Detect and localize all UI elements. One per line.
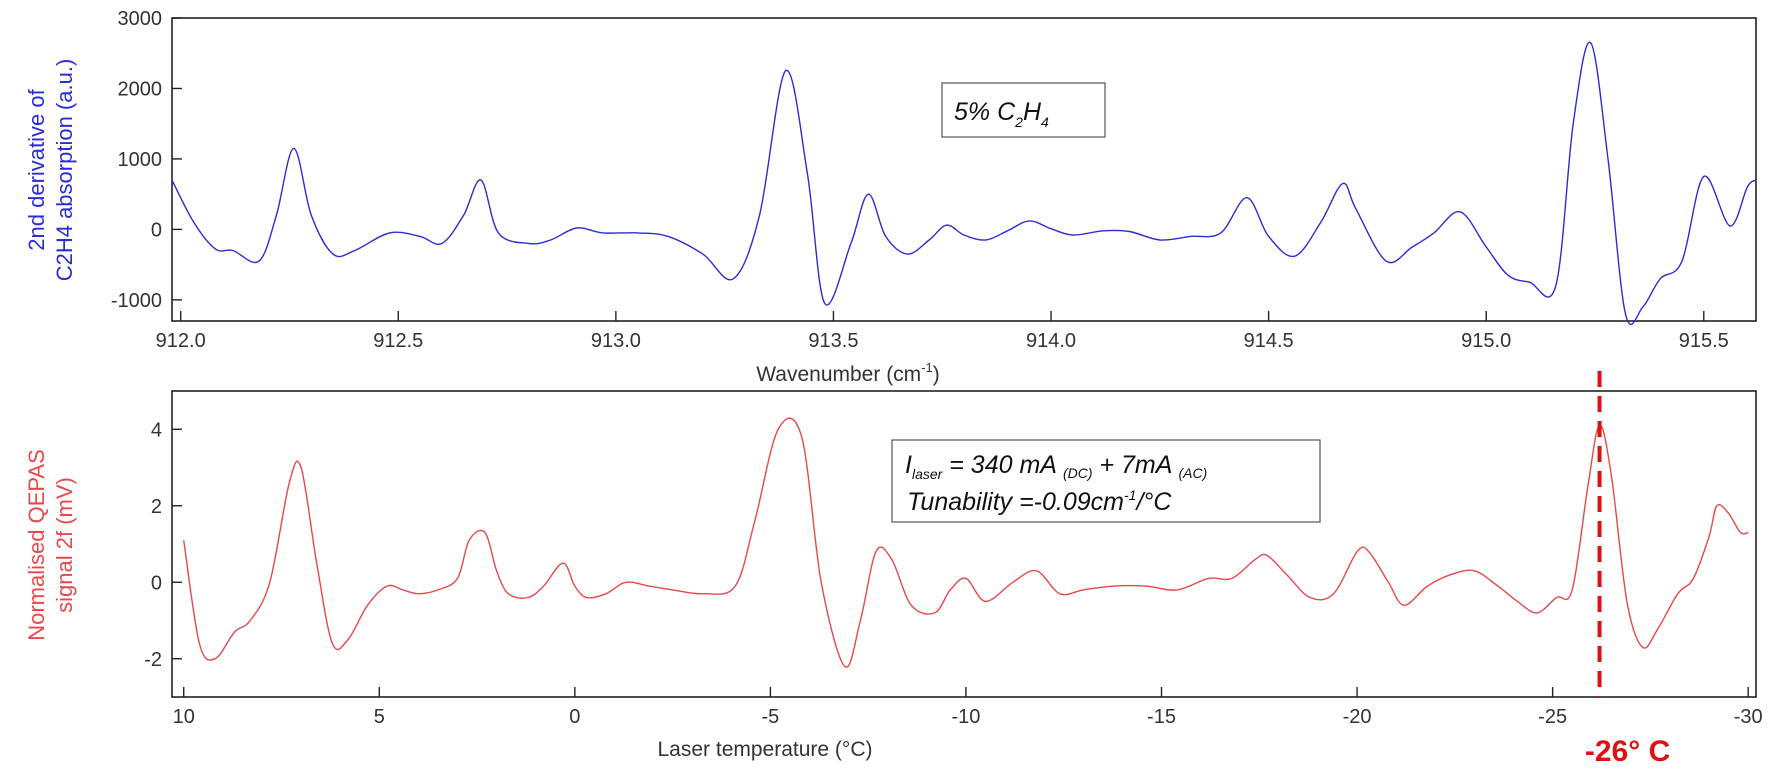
y-tick-label-top: -1000 <box>111 290 162 312</box>
y-tick-label-top: 2000 <box>118 78 163 100</box>
y-axis-ticks-top: -1000 0 1000 2000 3000 <box>111 8 182 312</box>
x-axis-title-top: Wavenumber (cm-1) <box>756 360 940 386</box>
x-tick-label-bottom: -15 <box>1147 706 1176 728</box>
x-tick-label-bottom: 0 <box>569 706 580 728</box>
x-tick-label-bottom: -5 <box>762 706 780 728</box>
x-tick-label-top: 913.5 <box>808 330 858 352</box>
x-axis-title-bottom: Laser temperature (°C) <box>658 738 873 761</box>
x-tick-label-top: 914.5 <box>1244 330 1294 352</box>
y-tick-label-bottom: -2 <box>144 649 162 671</box>
y-axis-title-bottom-line1: Normalised QEPAS <box>24 449 49 641</box>
y-tick-label-bottom: 0 <box>151 572 162 594</box>
y-tick-label-top: 3000 <box>118 8 163 30</box>
annotation-line1: Ilaser = 340 mA (DC) + 7mA (AC) <box>905 451 1207 482</box>
x-tick-label-bottom: -25 <box>1538 706 1567 728</box>
x-tick-label-bottom: 5 <box>374 706 385 728</box>
x-tick-label-top: 914.0 <box>1026 330 1076 352</box>
x-tick-label-top: 915.0 <box>1461 330 1511 352</box>
y-tick-label-bottom: 2 <box>151 496 162 518</box>
annotation-box-bottom <box>891 439 1321 523</box>
x-tick-label-top: 912.5 <box>373 330 423 352</box>
plot-frame-bottom <box>171 390 1757 698</box>
y-axis-ticks-bottom: -2 0 2 4 <box>144 419 182 671</box>
x-tick-label-bottom: 10 <box>173 706 195 728</box>
y-tick-label-bottom: 4 <box>151 419 162 441</box>
concentration-annotation: 5% C2H4 <box>941 82 1106 138</box>
y-tick-label-top: 0 <box>151 219 162 241</box>
x-tick-label-top: 912.0 <box>156 330 206 352</box>
x-tick-label-top: 915.5 <box>1679 330 1729 352</box>
x-tick-label-bottom: -10 <box>952 706 981 728</box>
y-axis-title-top-line1: 2nd derivative of <box>24 88 49 250</box>
annotation-box-top <box>941 82 1106 138</box>
y-axis-title-top-line2: C2H4 absorption (a.u.) <box>52 59 77 282</box>
absorption-series-line <box>171 41 1757 325</box>
laser-annotation: Ilaser = 340 mA (DC) + 7mA (AC) Tunabili… <box>891 439 1321 523</box>
plot-frame-top <box>171 17 1757 322</box>
y-axis-title-top: 2nd derivative of C2H4 absorption (a.u.) <box>24 59 77 282</box>
y-axis-title-bottom-line2: signal 2f (mV) <box>52 477 77 613</box>
y-tick-label-top: 1000 <box>118 149 163 171</box>
x-axis-ticks-bottom: 10 5 0 -5 -10 -15 -20 -25 -30 <box>173 687 1763 728</box>
x-axis-ticks-top: 912.0 912.5 913.0 913.5 914.0 914.5 915.0 915.5 <box>156 311 1729 352</box>
x-tick-label-bottom: -20 <box>1343 706 1372 728</box>
annotation-text-top: 5% C2H4 <box>954 98 1049 130</box>
qepas-series-line <box>183 417 1749 668</box>
x-tick-label-bottom: -30 <box>1734 706 1763 728</box>
annotation-line2: Tunability =-0.09cm-1/°C <box>907 487 1172 516</box>
x-tick-label-top: 913.0 <box>591 330 641 352</box>
y-axis-title-bottom: Normalised QEPAS signal 2f (mV) <box>24 449 77 641</box>
temperature-marker-label: -26° C <box>1585 735 1670 768</box>
